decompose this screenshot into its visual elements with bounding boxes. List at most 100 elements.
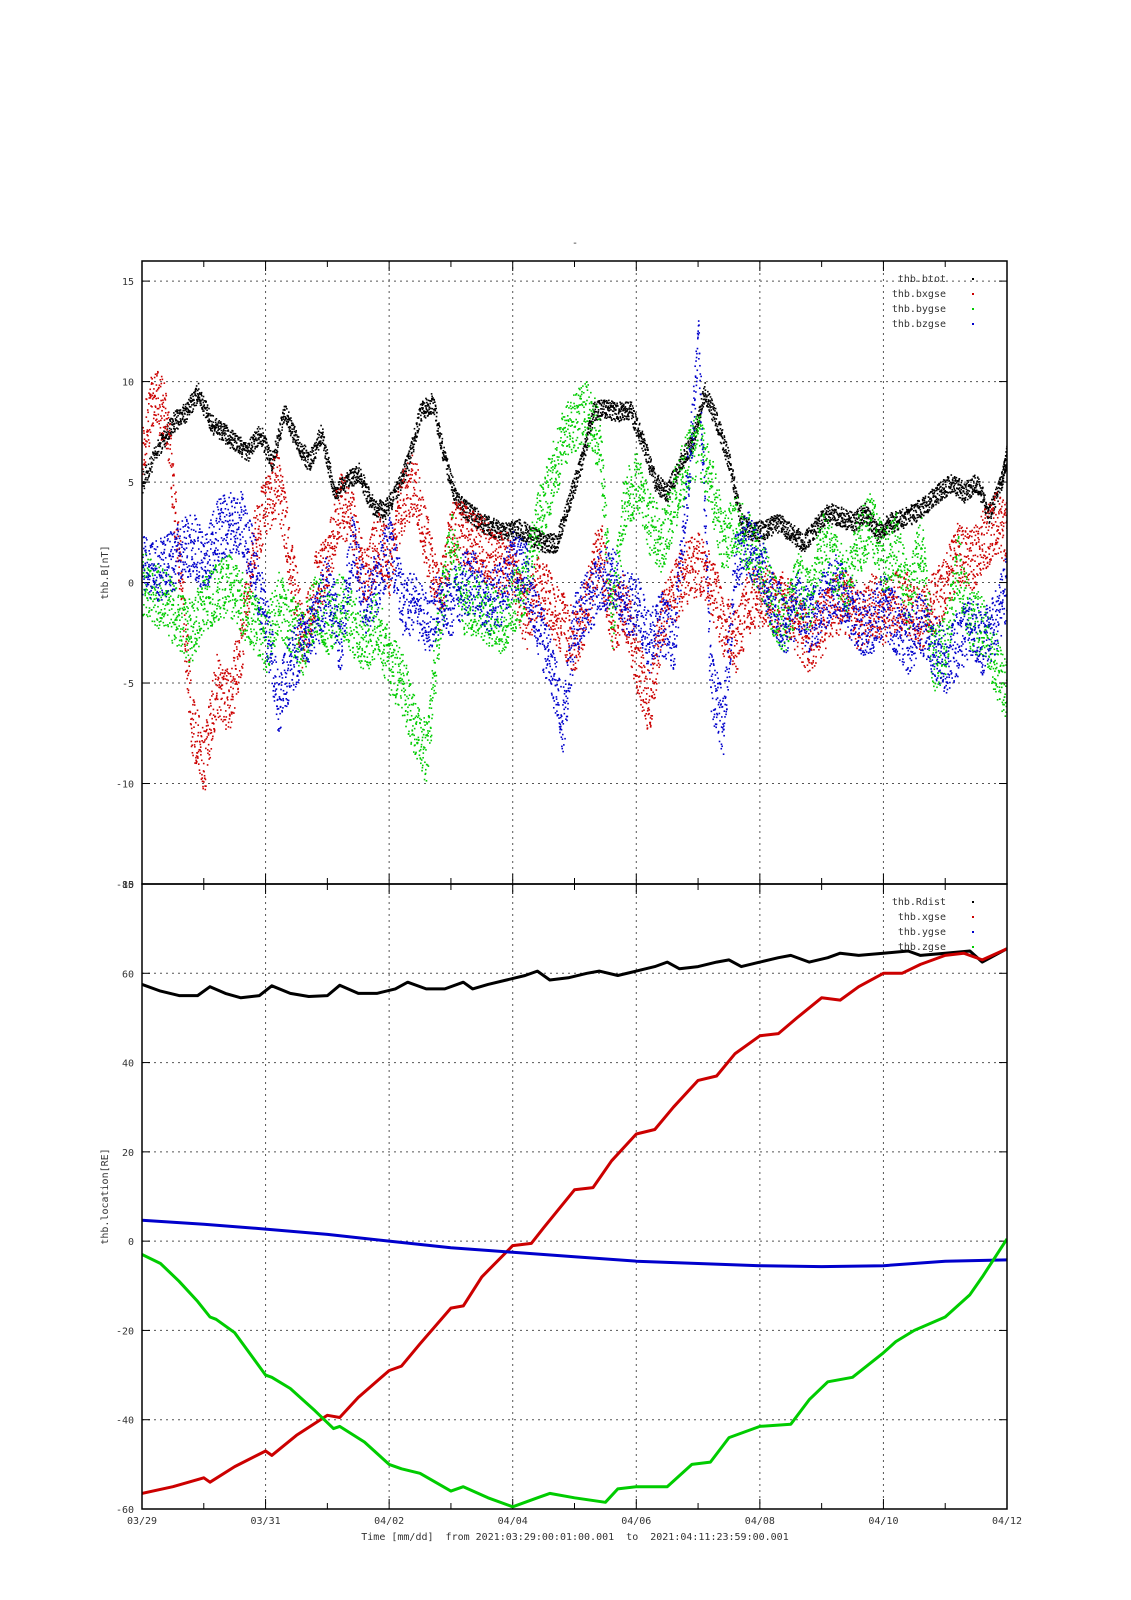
- data-point: [189, 410, 191, 413]
- data-point: [541, 548, 543, 551]
- data-point: [942, 496, 944, 498]
- data-point: [617, 418, 619, 421]
- data-point: [145, 452, 148, 455]
- data-point: [222, 439, 225, 441]
- data-point: [780, 530, 783, 532]
- data-point: [623, 418, 626, 420]
- data-point: [434, 404, 437, 407]
- data-point: [534, 543, 537, 546]
- data-point: [316, 433, 319, 435]
- data-point: [285, 406, 287, 408]
- data-point: [502, 533, 504, 536]
- data-point: [256, 433, 259, 436]
- data-point: [966, 498, 969, 501]
- data-point: [257, 442, 259, 445]
- data-point: [793, 529, 795, 532]
- data-point: [725, 449, 727, 451]
- data-point: [653, 481, 655, 483]
- data-point: [638, 434, 640, 436]
- data-point: [436, 430, 439, 432]
- data-point: [363, 482, 366, 485]
- data-point: [787, 527, 789, 529]
- data-point: [917, 514, 919, 516]
- data-point: [315, 444, 317, 447]
- data-point: [256, 446, 258, 448]
- data-point: [832, 519, 835, 521]
- data-point: [912, 509, 915, 512]
- data-point: [380, 500, 382, 502]
- data-point: [385, 512, 388, 514]
- data-point: [378, 509, 380, 511]
- data-point: [486, 529, 488, 532]
- data-point: [719, 434, 722, 436]
- data-point: [714, 420, 716, 423]
- data-point: [764, 538, 767, 541]
- data-point: [233, 447, 236, 450]
- data-point: [305, 449, 308, 452]
- data-point: [271, 467, 273, 470]
- data-point: [739, 521, 741, 523]
- data-point: [961, 494, 964, 497]
- data-point: [767, 518, 770, 521]
- data-point: [312, 459, 314, 462]
- data-point: [312, 462, 315, 465]
- data-point: [781, 515, 783, 518]
- data-point: [837, 506, 840, 509]
- data-point: [661, 478, 664, 481]
- data-point: [585, 439, 588, 441]
- data-point: [545, 540, 548, 543]
- data-point: [166, 434, 168, 436]
- data-point: [546, 537, 549, 540]
- data-point: [574, 489, 577, 491]
- data-point: [824, 516, 827, 518]
- data-point: [381, 501, 383, 503]
- data-point: [800, 539, 803, 541]
- data-point: [481, 531, 484, 533]
- data-point: [615, 409, 617, 411]
- data-point: [720, 429, 723, 432]
- data-point: [929, 503, 931, 505]
- data-point: [172, 419, 174, 421]
- data-point: [648, 467, 651, 470]
- data-point: [945, 485, 947, 488]
- data-point: [300, 450, 303, 452]
- data-point: [525, 540, 527, 543]
- data-point: [327, 466, 329, 469]
- data-point: [694, 439, 696, 441]
- data-point: [974, 477, 976, 479]
- data-point: [331, 478, 333, 481]
- data-point: [684, 453, 687, 455]
- data-point: [510, 523, 512, 526]
- data-point: [271, 469, 273, 472]
- data-point: [524, 522, 527, 524]
- data-point: [359, 478, 362, 481]
- data-point: [697, 426, 699, 428]
- data-point: [775, 517, 778, 520]
- data-point: [256, 428, 259, 430]
- data-point: [220, 438, 223, 441]
- data-point: [800, 541, 803, 543]
- data-point: [444, 452, 447, 454]
- data-point: [191, 411, 194, 414]
- data-point: [211, 423, 213, 426]
- data-point: [964, 496, 967, 499]
- data-point: [529, 537, 532, 539]
- data-point: [578, 462, 581, 464]
- data-point: [200, 399, 202, 402]
- data-point: [688, 456, 690, 459]
- data-point: [182, 406, 184, 409]
- data-point: [551, 551, 553, 553]
- data-point: [142, 491, 144, 494]
- data-point: [349, 470, 352, 473]
- data-point: [864, 502, 867, 505]
- data-point: [162, 438, 164, 441]
- data-point: [573, 477, 576, 480]
- data-point: [408, 457, 410, 460]
- data-point: [793, 536, 796, 538]
- data-point: [705, 401, 708, 403]
- data-point: [589, 432, 591, 435]
- data-point: [540, 542, 543, 544]
- data-point: [287, 426, 290, 429]
- data-point: [406, 467, 409, 470]
- data-point: [737, 494, 739, 496]
